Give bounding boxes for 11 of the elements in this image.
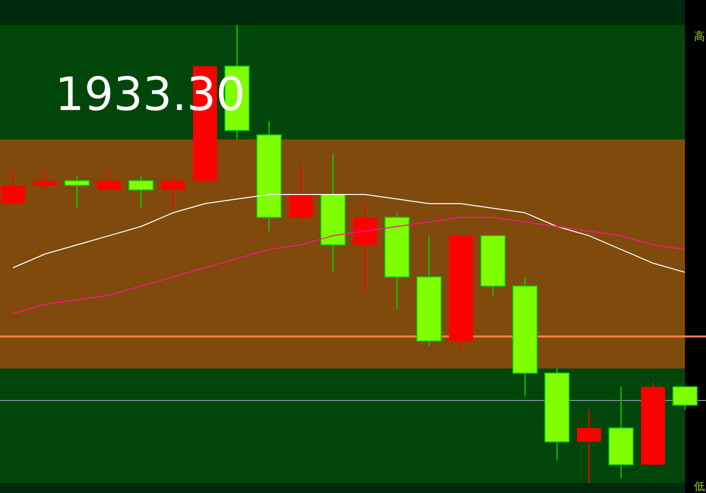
candlestick	[161, 176, 185, 209]
candlestick	[289, 162, 313, 222]
candlestick	[577, 409, 601, 484]
candlestick	[672, 386, 698, 410]
text: 低	[694, 480, 705, 493]
candlestick	[128, 176, 154, 209]
candlestick	[33, 171, 57, 190]
text: 高	[694, 30, 705, 43]
candlestick	[1, 171, 25, 204]
candlestick	[64, 176, 90, 209]
candlestick	[97, 171, 121, 190]
